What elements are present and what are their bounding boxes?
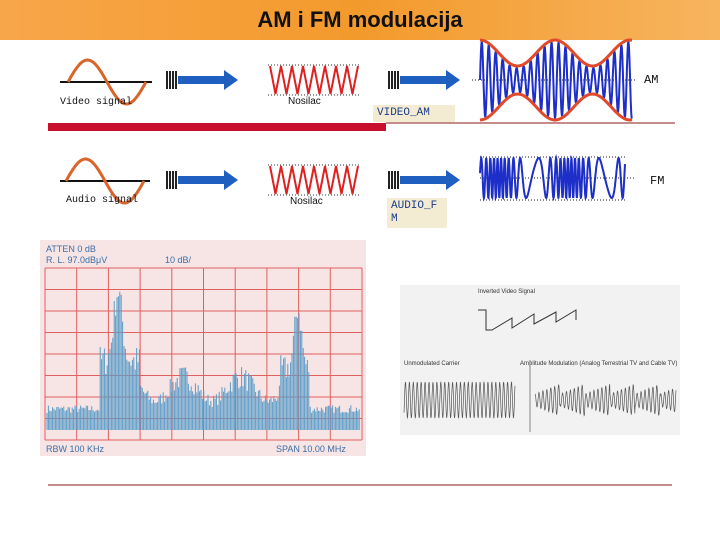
scope-trace — [478, 309, 577, 331]
result-label: FM — [650, 174, 664, 188]
scope-bg — [400, 285, 680, 435]
arrow-bar — [388, 71, 390, 89]
arrow-bar — [166, 71, 168, 89]
envelope — [479, 92, 633, 122]
carrier — [479, 38, 633, 122]
carrier-wave — [269, 165, 359, 195]
arrow-shaft — [400, 76, 448, 84]
scope-waves — [403, 360, 677, 432]
fm-wave — [479, 154, 636, 202]
arrow-bar — [391, 171, 393, 189]
carrier-wave — [269, 65, 359, 95]
scope-text: Amplitude Modulation (Analog Terrestrial… — [520, 361, 677, 367]
source-label: Video signal — [60, 96, 132, 108]
arrow — [166, 170, 238, 190]
arrow-shaft — [178, 176, 226, 184]
arrow-head — [224, 70, 238, 90]
arrow-bar — [394, 71, 396, 89]
spectrum-text: 10 dB/ — [165, 255, 192, 265]
arrow — [388, 70, 460, 90]
title-bar — [0, 0, 720, 40]
arrow-head — [446, 170, 460, 190]
arrow-head — [446, 70, 460, 90]
arrow — [166, 70, 238, 90]
arrow-head — [224, 170, 238, 190]
carrier-label: Nosilac — [288, 96, 321, 107]
arrow-bar — [166, 171, 168, 189]
arrow-bar — [175, 71, 177, 89]
spectrum-text: SPAN 10.00 MHz — [276, 444, 346, 454]
arrow-bar — [169, 171, 171, 189]
arrow-bar — [397, 71, 399, 89]
am-wave — [472, 38, 636, 122]
output-label: VIDEO_AM — [373, 105, 455, 122]
am-trace — [534, 383, 677, 417]
video-wave — [66, 58, 148, 106]
carrier-trace — [403, 380, 516, 420]
title: AM i FM modulacija — [257, 7, 463, 32]
spectrum-text: R. L. 97.0dBμV — [46, 255, 107, 265]
audio-wave — [64, 157, 146, 205]
fm-carrier — [479, 154, 626, 202]
arrow-bar — [391, 71, 393, 89]
arrow-bar — [172, 71, 174, 89]
spectrum-trace — [46, 291, 360, 430]
red-bar — [48, 123, 386, 131]
arrow-bar — [172, 171, 174, 189]
scope-text: Unmodulated Carrier — [404, 361, 460, 367]
arrow — [388, 170, 460, 190]
envelope — [479, 38, 633, 68]
arrow-bar — [169, 71, 171, 89]
scope-text: Inverted Video Signal — [478, 289, 535, 295]
arrow-bar — [388, 171, 390, 189]
carrier-label: Nosilac — [290, 196, 323, 207]
result-label: AM — [644, 73, 658, 87]
spectrum-text: RBW 100 KHz — [46, 444, 105, 454]
arrow-bar — [394, 171, 396, 189]
spectrum-text: ATTEN 0 dB — [46, 244, 96, 254]
output-label: AUDIO_FM — [387, 198, 447, 228]
arrow-shaft — [178, 76, 226, 84]
source-label: Audio signal — [66, 194, 138, 206]
arrow-bar — [175, 171, 177, 189]
arrow-bar — [397, 171, 399, 189]
arrow-shaft — [400, 176, 448, 184]
